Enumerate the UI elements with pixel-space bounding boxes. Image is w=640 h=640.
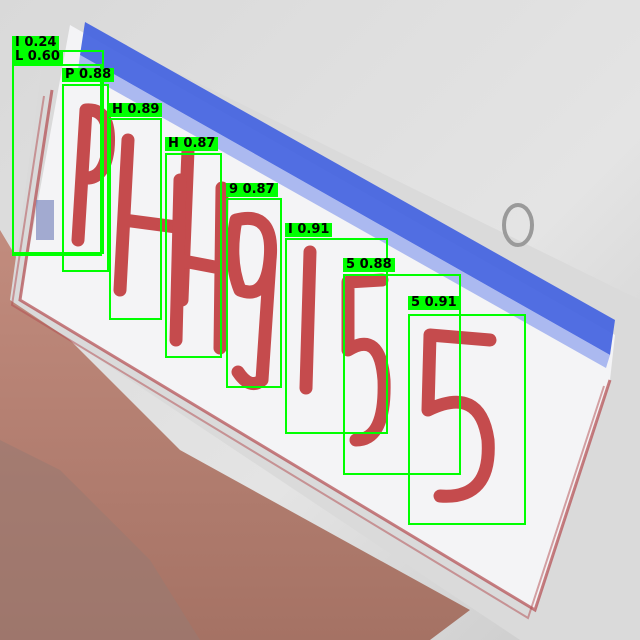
detection-label: H 0.87 bbox=[165, 137, 219, 151]
detection-label: H 0.89 bbox=[109, 103, 163, 117]
detection-label: 5 0.88 bbox=[343, 258, 395, 272]
detection-box bbox=[12, 64, 102, 256]
plate-char-i bbox=[299, 245, 317, 395]
plate-body bbox=[20, 25, 615, 610]
emblem-ring bbox=[502, 203, 534, 247]
plate-region-logo bbox=[36, 200, 54, 240]
detection-box bbox=[109, 118, 162, 320]
detection-box bbox=[285, 238, 388, 434]
detection-label: I 0.24 bbox=[12, 36, 60, 50]
detection-box bbox=[408, 314, 526, 525]
plate-char-5b bbox=[421, 328, 497, 503]
detection-label: I 0.91 bbox=[285, 223, 333, 237]
detection-box bbox=[343, 274, 461, 475]
detection-box bbox=[165, 153, 222, 358]
plate-border bbox=[18, 89, 612, 613]
plate-stripe-highlight bbox=[78, 55, 610, 368]
detection-label: P 0.88 bbox=[62, 68, 115, 82]
plate-characters bbox=[71, 103, 497, 503]
plate-border-outer bbox=[10, 95, 605, 620]
detection-box bbox=[62, 84, 109, 272]
detection-label: 5 0.91 bbox=[408, 296, 460, 310]
plate-char-9 bbox=[226, 212, 278, 391]
pavement-shadow bbox=[0, 440, 200, 640]
plate-blue-stripe bbox=[80, 22, 615, 355]
detection-box bbox=[226, 198, 282, 388]
detection-label: 9 0.87 bbox=[226, 183, 278, 197]
detection-label: L 0.60 bbox=[12, 50, 63, 64]
